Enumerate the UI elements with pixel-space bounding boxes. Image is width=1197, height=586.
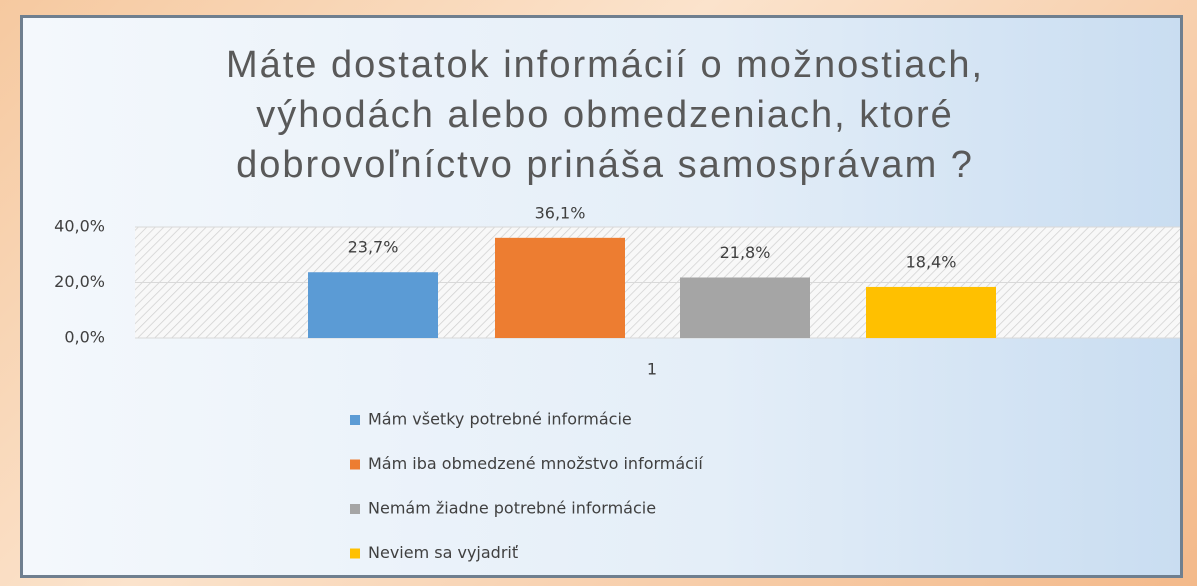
data-label: 21,8% [720,243,771,262]
legend-label: Mám iba obmedzené množstvo informácií [368,454,703,473]
legend-swatch [350,415,360,425]
legend-swatch [350,504,360,514]
legend-label: Neviem sa vyjadriť [368,543,518,562]
bar [308,272,438,338]
data-label: 23,7% [348,238,399,257]
y-tick-label: 40,0% [54,217,105,236]
bar [680,277,810,338]
data-label: 36,1% [535,203,586,222]
bar [866,286,996,338]
legend-label: Nemám žiadne potrebné informácie [368,499,656,518]
y-tick-label: 0,0% [64,328,105,347]
chart-title: Máte dostatok informácií o možnostiach, … [225,44,985,186]
y-tick-label: 20,0% [54,272,105,291]
legend-swatch [350,548,360,559]
legend-swatch [350,459,360,470]
data-label: 18,4% [906,252,957,271]
legend-label: Mám všetky potrebné informácie [368,410,632,429]
bar [495,237,625,338]
x-tick-label: 1 [647,360,657,379]
